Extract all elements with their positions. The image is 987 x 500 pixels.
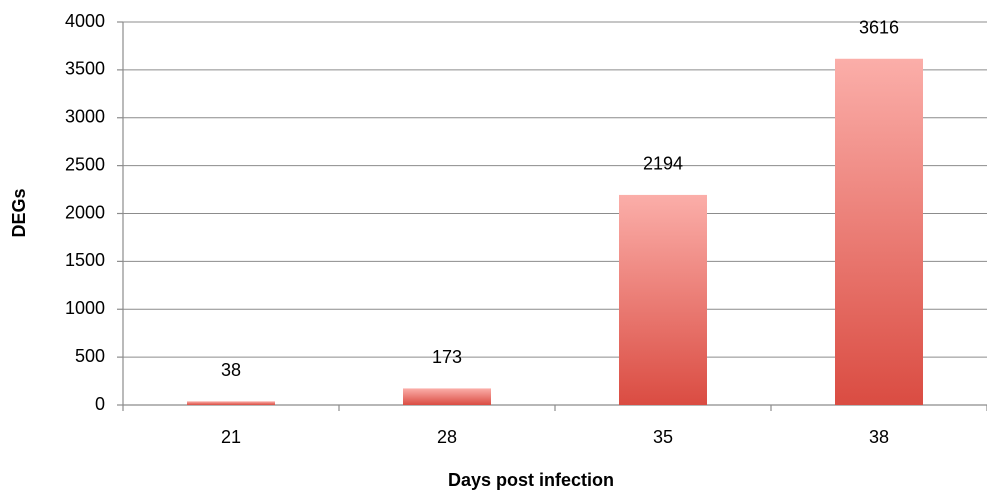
y-tick-label: 0 [95, 394, 105, 414]
y-tick-label: 1500 [65, 250, 105, 270]
bar [619, 194, 707, 405]
data-label: 173 [432, 347, 462, 367]
y-axis-title: DEGs [9, 188, 29, 237]
x-tick-label: 38 [869, 427, 889, 447]
x-axis-title: Days post infection [448, 470, 614, 490]
data-label: 2194 [643, 154, 683, 174]
y-tick-label: 4000 [65, 11, 105, 31]
x-tick-label: 28 [437, 427, 457, 447]
bar [187, 401, 275, 405]
x-tick-label: 35 [653, 427, 673, 447]
y-tick-label: 2500 [65, 154, 105, 174]
y-tick-label: 500 [75, 346, 105, 366]
data-label: 38 [221, 360, 241, 380]
y-tick-label: 1000 [65, 298, 105, 318]
bar [835, 58, 923, 405]
x-tick-label: 21 [221, 427, 241, 447]
y-tick-label: 2000 [65, 202, 105, 222]
y-tick-label: 3500 [65, 59, 105, 79]
bar [403, 388, 491, 405]
data-label: 3616 [859, 18, 899, 38]
y-tick-label: 3000 [65, 107, 105, 127]
